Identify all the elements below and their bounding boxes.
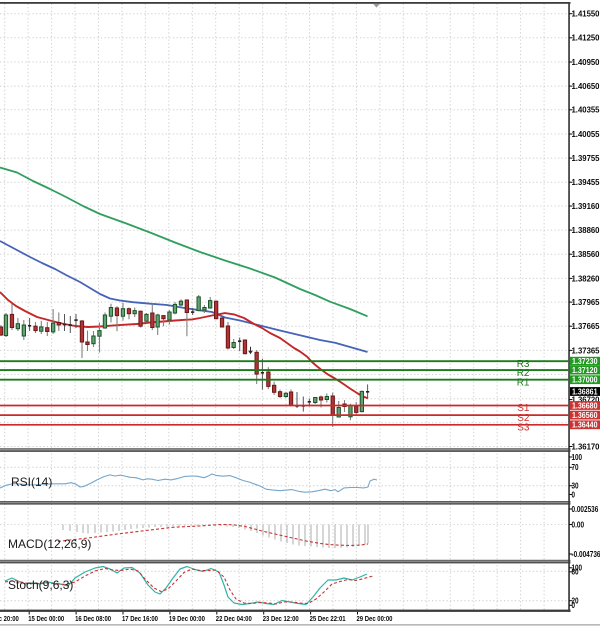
svg-text:0: 0 xyxy=(572,490,576,499)
svg-text:1.38260: 1.38260 xyxy=(572,274,600,283)
svg-text:1.40950: 1.40950 xyxy=(572,58,600,67)
svg-text:1.36560: 1.36560 xyxy=(572,411,598,420)
svg-text:100: 100 xyxy=(572,564,583,573)
svg-text:S2: S2 xyxy=(517,413,530,424)
svg-text:1.36720: 1.36720 xyxy=(572,396,600,405)
svg-text:80: 80 xyxy=(572,568,579,577)
svg-text:22 Dec 04:00: 22 Dec 04:00 xyxy=(216,614,252,623)
svg-text:RSI(14): RSI(14) xyxy=(11,475,52,489)
svg-text:Stoch(9,6,3): Stoch(9,6,3) xyxy=(8,578,73,592)
svg-text:15 Dec 00:00: 15 Dec 00:00 xyxy=(28,614,64,623)
svg-text:1.38860: 1.38860 xyxy=(572,226,600,235)
svg-text:0.002536: 0.002536 xyxy=(572,505,599,514)
svg-text:30: 30 xyxy=(572,482,579,491)
svg-text:1.38560: 1.38560 xyxy=(572,250,600,259)
svg-text:1.41250: 1.41250 xyxy=(572,34,600,43)
svg-text:-0.004736: -0.004736 xyxy=(572,550,600,559)
svg-text:R3: R3 xyxy=(517,359,530,370)
svg-text:16 Dec 08:00: 16 Dec 08:00 xyxy=(75,614,111,623)
svg-text:R1: R1 xyxy=(517,377,530,388)
svg-text:70: 70 xyxy=(572,463,579,472)
svg-text:MACD(12,26,9): MACD(12,26,9) xyxy=(8,537,91,551)
svg-text:1.39755: 1.39755 xyxy=(572,154,600,163)
svg-text:1.37365: 1.37365 xyxy=(572,346,600,355)
svg-text:1.40650: 1.40650 xyxy=(572,82,600,91)
svg-text:100: 100 xyxy=(572,453,583,462)
svg-text:25 Dec 22:01: 25 Dec 22:01 xyxy=(310,614,347,623)
svg-text:0.00: 0.00 xyxy=(572,520,585,529)
svg-text:19 Dec 00:00: 19 Dec 00:00 xyxy=(169,614,205,623)
svg-text:1.36440: 1.36440 xyxy=(572,421,598,430)
svg-text:1.36170: 1.36170 xyxy=(572,442,600,451)
svg-text:1.37000: 1.37000 xyxy=(572,376,598,385)
svg-text:S1: S1 xyxy=(517,403,530,414)
svg-text:17 Dec 16:00: 17 Dec 16:00 xyxy=(122,614,158,623)
svg-text:1.37230: 1.37230 xyxy=(572,357,598,366)
svg-text:1.40355: 1.40355 xyxy=(572,106,600,115)
svg-text:0: 0 xyxy=(572,601,576,610)
svg-text:S3: S3 xyxy=(517,423,530,434)
svg-text:1.36680: 1.36680 xyxy=(572,401,598,410)
svg-text:20: 20 xyxy=(572,597,579,606)
svg-text:1.37665: 1.37665 xyxy=(572,322,600,331)
svg-text:1.41550: 1.41550 xyxy=(572,10,600,19)
svg-text:29 Dec 00:00: 29 Dec 00:00 xyxy=(357,614,393,623)
svg-text:14 Dec 20:00: 14 Dec 20:00 xyxy=(0,614,19,623)
svg-text:1.36861: 1.36861 xyxy=(572,387,598,396)
svg-text:1.40055: 1.40055 xyxy=(572,130,600,139)
svg-text:1.37965: 1.37965 xyxy=(572,298,600,307)
svg-text:1.37120: 1.37120 xyxy=(572,366,598,375)
svg-text:R2: R2 xyxy=(517,368,530,379)
svg-text:23 Dec 12:00: 23 Dec 12:00 xyxy=(263,614,299,623)
svg-text:1.39455: 1.39455 xyxy=(572,178,600,187)
svg-text:1.39160: 1.39160 xyxy=(572,202,600,211)
